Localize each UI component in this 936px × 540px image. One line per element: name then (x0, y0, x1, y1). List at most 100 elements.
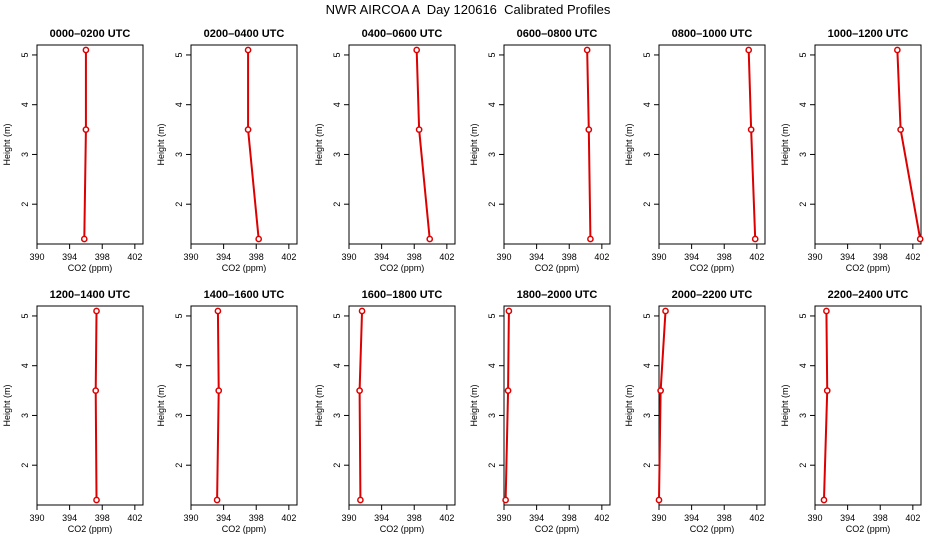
plot-frame (503, 44, 611, 245)
x-tick-label: 394 (62, 252, 77, 262)
data-point (213, 496, 221, 504)
x-tick-label: 398 (562, 252, 577, 262)
plot-frame (190, 305, 298, 506)
x-tick-label: 402 (281, 252, 296, 262)
y-axis-label: Height (m) (780, 123, 790, 165)
x-tick-label: 390 (651, 252, 666, 262)
y-axis-label: Height (m) (2, 123, 12, 165)
y-tick-label: 5 (798, 52, 808, 57)
y-tick-label: 3 (20, 152, 30, 157)
data-point (356, 387, 363, 394)
x-tick-label: 402 (127, 252, 142, 262)
y-tick-label: 4 (332, 102, 342, 107)
y-tick-label: 5 (487, 52, 497, 57)
profile-line (358, 310, 364, 501)
y-tick-label: 4 (642, 102, 652, 107)
plot-frame (36, 305, 144, 506)
y-tick-label: 2 (332, 463, 342, 468)
x-tick-label: 390 (496, 513, 511, 523)
profile-panel-10: 1800–2000 UTC 390 394 398 402 CO2 (ppm) 2 3 4 5 He… (469, 289, 611, 534)
data-point (751, 235, 759, 243)
y-tick-label: 5 (174, 52, 184, 57)
x-axis-label: CO2 (ppm) (846, 263, 891, 273)
y-tick-label: 2 (174, 202, 184, 207)
data-point (505, 307, 513, 315)
panel-title: 1200–1400 UTC (50, 289, 131, 301)
y-tick-label: 4 (174, 102, 184, 107)
plot-frame (814, 44, 922, 245)
plot-frame (36, 44, 144, 245)
data-point (657, 387, 664, 394)
x-tick-label: 390 (341, 513, 356, 523)
profile-panel-7: 1200–1400 UTC 390 394 398 402 CO2 (ppm) 2 3 4 5 He… (2, 289, 144, 534)
y-tick-label: 3 (487, 413, 497, 418)
x-tick-label: 390 (29, 513, 44, 523)
x-tick-label: 398 (95, 513, 110, 523)
profile-line (247, 49, 260, 240)
y-tick-label: 4 (20, 363, 30, 368)
x-tick-label: 394 (840, 513, 855, 523)
x-tick-label: 398 (873, 513, 888, 523)
plot-frame (190, 44, 298, 245)
profile-panel-1: 0000–0200 UTC 390 394 398 402 CO2 (ppm) 2 3 4 5 He… (2, 28, 144, 273)
x-tick-label: 402 (594, 513, 609, 523)
x-tick-label: 398 (249, 252, 264, 262)
panel-title: 0000–0200 UTC (50, 28, 131, 40)
y-axis-label: Height (m) (469, 384, 479, 426)
data-point (93, 496, 100, 504)
x-tick-label: 398 (407, 513, 422, 523)
profile-line (586, 49, 592, 240)
x-axis-label: CO2 (ppm) (68, 524, 113, 534)
x-tick-label: 398 (873, 252, 888, 262)
x-tick-label: 394 (62, 513, 77, 523)
x-tick-label: 402 (439, 513, 454, 523)
x-tick-label: 402 (594, 252, 609, 262)
y-tick-label: 3 (332, 152, 342, 157)
y-axis-label: Height (m) (314, 384, 324, 426)
profile-line (747, 49, 757, 240)
y-tick-label: 2 (642, 202, 652, 207)
y-tick-label: 5 (20, 52, 30, 57)
y-tick-label: 4 (487, 363, 497, 368)
y-tick-label: 3 (642, 152, 652, 157)
x-tick-label: 394 (529, 513, 544, 523)
x-tick-label: 398 (407, 252, 422, 262)
y-tick-label: 5 (642, 313, 652, 318)
y-tick-label: 5 (642, 52, 652, 57)
plot-frame (348, 305, 456, 506)
plot-frame (658, 44, 766, 245)
x-axis-label: CO2 (ppm) (535, 263, 580, 273)
panel-title: 0800–1000 UTC (672, 28, 753, 40)
y-tick-label: 4 (798, 102, 808, 107)
y-tick-label: 3 (798, 152, 808, 157)
y-tick-label: 4 (174, 363, 184, 368)
panel-title: 0600–0800 UTC (517, 28, 598, 40)
data-point (415, 126, 423, 133)
x-tick-label: 394 (216, 513, 231, 523)
profile-panel-8: 1400–1600 UTC 390 394 398 402 CO2 (ppm) 2 3 4 5 He… (156, 289, 298, 534)
x-axis-label: CO2 (ppm) (222, 263, 267, 273)
y-tick-label: 2 (487, 202, 497, 207)
y-tick-label: 2 (642, 463, 652, 468)
x-tick-label: 398 (95, 252, 110, 262)
profile-line (83, 49, 87, 240)
y-tick-label: 5 (20, 313, 30, 318)
data-point (820, 496, 828, 504)
x-axis-label: CO2 (ppm) (690, 524, 735, 534)
profile-panel-11: 2000–2200 UTC 390 394 398 402 CO2 (ppm) 2 3 4 5 He… (624, 289, 766, 534)
figure-title: NWR AIRCOA A Day 120616 Calibrated Profi… (325, 2, 611, 17)
x-tick-label: 390 (496, 252, 511, 262)
panel-title: 1800–2000 UTC (517, 289, 598, 301)
x-tick-label: 390 (807, 513, 822, 523)
data-point (823, 387, 831, 394)
x-tick-label: 390 (341, 252, 356, 262)
data-point (244, 126, 252, 133)
data-point (244, 46, 252, 54)
x-tick-label: 390 (651, 513, 666, 523)
x-tick-label: 394 (684, 252, 699, 262)
data-point (93, 307, 100, 315)
y-tick-label: 4 (20, 102, 30, 107)
data-point (745, 46, 753, 54)
profile-panel-5: 0800–1000 UTC 390 394 398 402 CO2 (ppm) 2 3 4 5 He… (624, 28, 766, 273)
y-axis-label: Height (m) (624, 384, 634, 426)
